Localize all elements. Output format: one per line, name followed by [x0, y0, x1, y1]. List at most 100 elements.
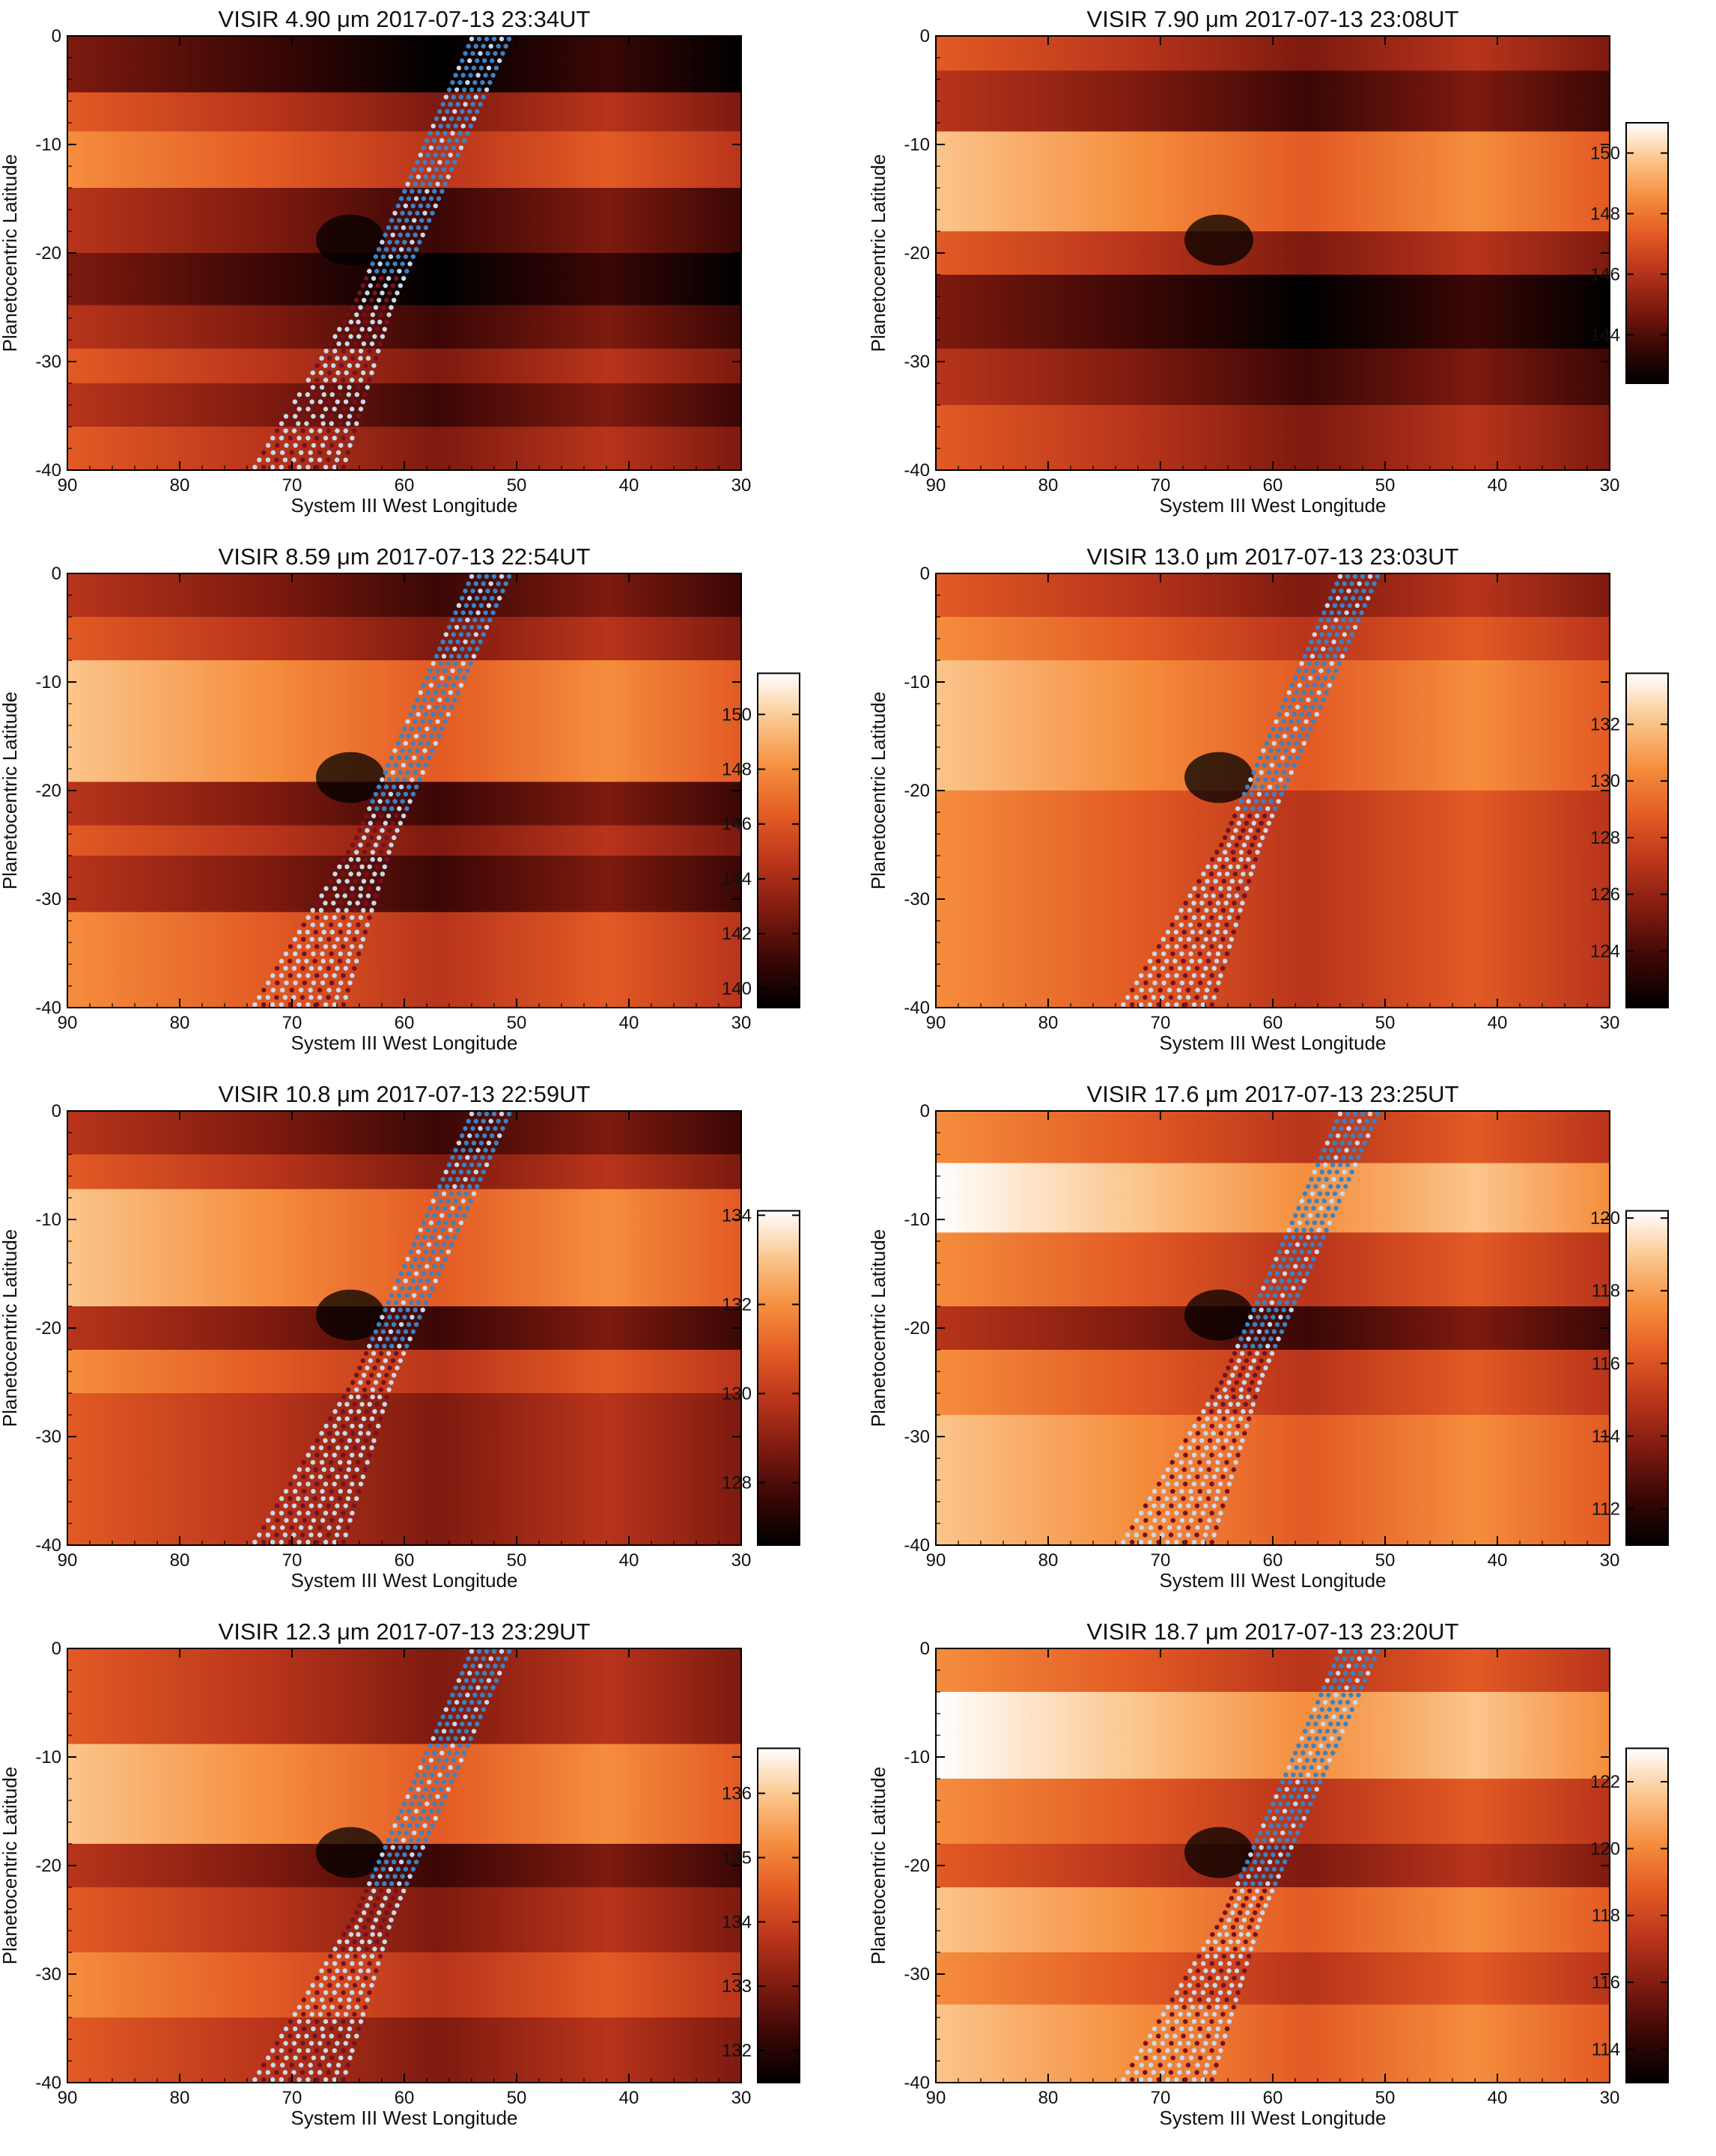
track-point [1223, 1387, 1228, 1392]
track-point [1286, 1852, 1291, 1857]
track-point [305, 2019, 311, 2024]
track-point [1261, 1874, 1266, 1879]
track-point [456, 116, 462, 121]
track-point [1218, 1431, 1224, 1436]
track-point [323, 464, 329, 470]
track-point [1326, 1743, 1331, 1749]
track-point [1273, 1293, 1278, 1298]
track-point [1274, 719, 1279, 725]
track-point [367, 1401, 372, 1407]
track-point [483, 1148, 488, 1153]
track-point [364, 1409, 369, 1414]
track-point [371, 813, 377, 819]
track-point [1183, 1452, 1188, 1458]
track-point [335, 450, 341, 455]
track-point [1345, 573, 1351, 579]
track-point [332, 2048, 337, 2053]
track-point [398, 1860, 404, 1865]
track-point [1165, 973, 1170, 978]
track-point [1195, 1525, 1200, 1530]
track-point [393, 813, 399, 819]
track-point [326, 2062, 332, 2068]
track-point [456, 1729, 462, 1734]
track-point [1248, 1315, 1253, 1320]
track-point [446, 1699, 452, 1705]
track-point [353, 1416, 358, 1422]
track-point [1332, 1191, 1338, 1196]
track-point [1274, 734, 1280, 739]
track-point [359, 1401, 365, 1407]
track-point [1151, 2026, 1157, 2032]
track-point [356, 319, 361, 325]
track-point [310, 922, 316, 928]
track-point [483, 73, 488, 78]
track-point [433, 1227, 438, 1233]
heatmap-band [936, 1306, 1610, 1350]
track-point [1327, 1169, 1333, 1175]
track-point [1258, 806, 1263, 811]
track-point [506, 573, 512, 579]
track-point [352, 2012, 357, 2017]
track-point [362, 1925, 368, 1930]
track-point [386, 1387, 392, 1392]
track-point [1205, 1401, 1211, 1407]
track-point [1195, 2062, 1200, 2068]
track-point [356, 1409, 362, 1414]
track-point [1271, 791, 1277, 797]
track-point [341, 1990, 346, 1995]
track-point [367, 1990, 372, 1995]
track-point [382, 1881, 387, 1886]
track-point [378, 275, 384, 281]
track-point [343, 937, 349, 942]
track-point [1264, 1278, 1270, 1284]
y-tick-label: -10 [35, 672, 61, 692]
track-point [359, 864, 365, 870]
track-point [1306, 1787, 1312, 1792]
track-point [463, 654, 469, 659]
track-point [270, 973, 276, 978]
track-point [352, 1401, 357, 1407]
track-point [466, 1169, 471, 1175]
track-point [418, 1764, 423, 1770]
track-point [387, 1315, 392, 1320]
track-point [1196, 1445, 1201, 1451]
track-point [280, 2062, 285, 2068]
track-point [487, 80, 493, 85]
track-point [465, 1155, 470, 1160]
track-point [291, 995, 296, 1000]
track-point [1238, 1954, 1244, 1959]
track-point [1273, 1344, 1278, 1349]
heatmap-band [67, 1393, 741, 1459]
track-point [1274, 1271, 1280, 1276]
track-point [484, 624, 490, 630]
track-point [1217, 1946, 1222, 1952]
track-point [1317, 654, 1323, 659]
track-point [1191, 901, 1196, 906]
track-point [362, 1467, 368, 1473]
track-point [332, 2019, 337, 2024]
track-point [1354, 1663, 1359, 1669]
track-point [406, 1322, 412, 1327]
track-point [1283, 1823, 1288, 1828]
track-point [445, 174, 451, 180]
track-point [356, 1394, 361, 1400]
track-point [490, 73, 496, 78]
track-point [1226, 1365, 1231, 1371]
track-point [1294, 1815, 1300, 1821]
track-point [334, 2070, 340, 2075]
track-point [332, 348, 338, 354]
track-point [472, 1693, 478, 1698]
track-point [350, 886, 355, 892]
track-point [476, 1162, 482, 1168]
track-point [1169, 1503, 1174, 1508]
track-point [445, 1234, 450, 1240]
track-point [1299, 1787, 1305, 1792]
track-point [350, 842, 356, 847]
track-point [1210, 856, 1215, 862]
track-point [493, 65, 499, 71]
track-point [1130, 2062, 1135, 2068]
track-point [1346, 1177, 1351, 1182]
track-point [439, 1801, 445, 1806]
